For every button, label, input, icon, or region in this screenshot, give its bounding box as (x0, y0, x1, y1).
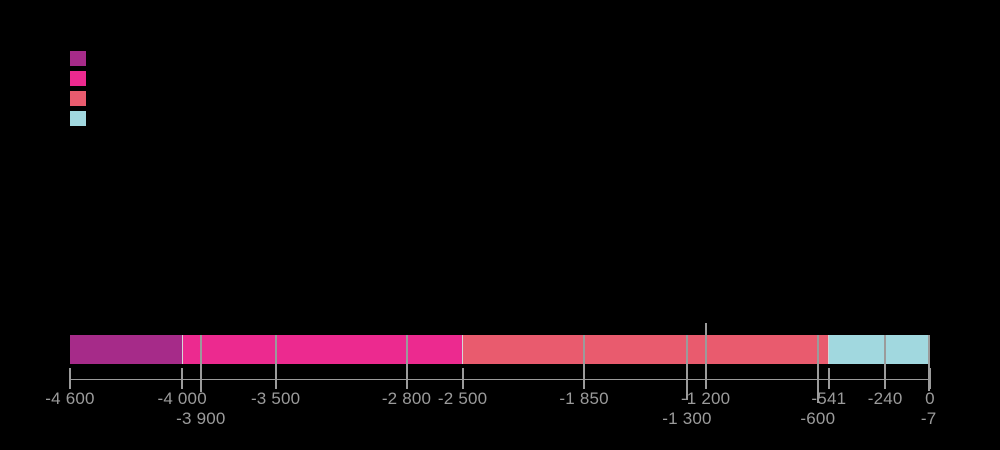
axis-label--541: -541 (811, 389, 847, 408)
axis-label--3900: -3 900 (176, 409, 226, 428)
axis-label--3500: -3 500 (250, 389, 301, 408)
axis-tick--4600 (69, 368, 71, 389)
segment-separator--541 (828, 335, 830, 364)
bar-segment-3 (462, 335, 829, 364)
bar-segment-4 (828, 335, 930, 364)
period-line--2800 (405, 335, 408, 389)
legend-swatch-2 (70, 71, 86, 86)
period-line--7 (927, 335, 930, 391)
axis-label--1200: -1 200 (680, 389, 731, 408)
axis-label--2500: -2 500 (437, 389, 488, 408)
legend-swatch-1 (70, 51, 86, 66)
axis-label--1850: -1 850 (559, 389, 609, 408)
segment-separator--2500 (462, 335, 464, 364)
period-line--3900 (199, 335, 202, 392)
axis-label--240: -240 (867, 389, 903, 408)
period-line--600 (816, 335, 819, 403)
axis-tick-0 (929, 368, 931, 389)
bar-segment-2 (182, 335, 463, 364)
axis-tick--2500 (461, 368, 464, 389)
legend-swatch-3 (70, 91, 86, 106)
axis-label--7: -7 (920, 409, 937, 428)
axis-tick--541 (827, 368, 830, 389)
axis-line (70, 379, 930, 380)
axis-label-0: 0 (925, 389, 935, 408)
legend (0, 0, 200, 140)
segment-separator--4000 (181, 335, 183, 364)
period-line--1200 (704, 323, 707, 389)
axis-label--1300: -1 300 (662, 409, 712, 428)
period-line--1850 (583, 335, 586, 389)
bar-segment-1 (70, 335, 183, 364)
axis-label--4000: -4 000 (157, 389, 207, 408)
axis-label--2800: -2 800 (381, 389, 432, 408)
period-line--240 (884, 335, 887, 389)
axis-label--4600: -4 600 (45, 389, 95, 408)
period-line--1300 (685, 335, 688, 400)
period-line--3500 (274, 335, 277, 389)
axis-tick--4000 (181, 368, 184, 389)
legend-swatch-4 (70, 111, 86, 126)
axis-label--600: -600 (800, 409, 836, 428)
